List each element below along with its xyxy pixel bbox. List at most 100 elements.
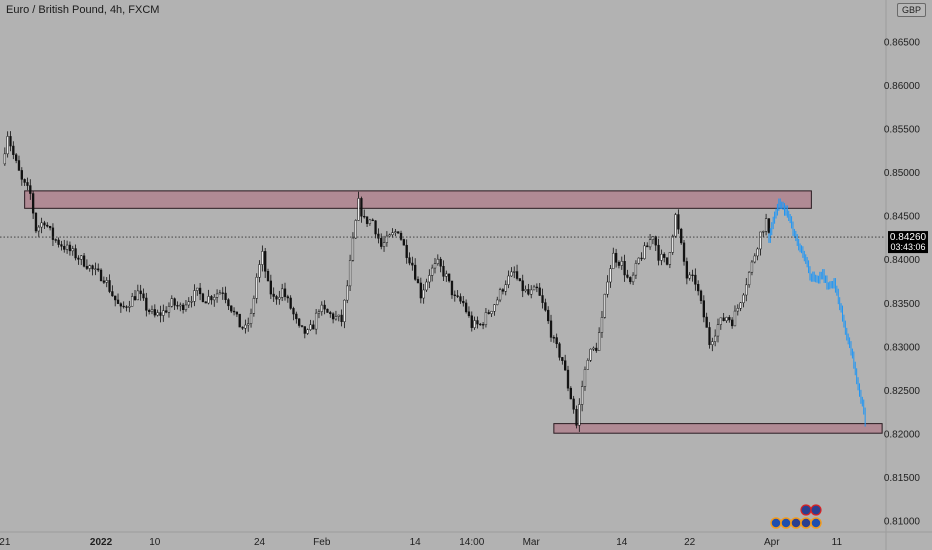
candle-body xyxy=(617,262,621,266)
candle-body xyxy=(597,332,601,351)
candle-body xyxy=(139,290,142,295)
candle-body xyxy=(668,252,672,265)
time-axis[interactable]: 21 2022 10 24 Feb 14 14:00 Mar 14 22 Apr 11 xyxy=(0,537,842,548)
candle-body xyxy=(609,268,612,283)
candle-body xyxy=(249,313,253,324)
candle-body xyxy=(532,286,536,291)
candle-body xyxy=(3,153,6,165)
candle-body xyxy=(442,265,445,277)
candle-body xyxy=(564,360,567,371)
candle-body xyxy=(530,289,533,295)
candle-body xyxy=(705,316,708,328)
candle-body xyxy=(561,357,564,361)
candle-body xyxy=(388,234,391,237)
candle-body xyxy=(97,268,100,271)
candle-body xyxy=(665,257,669,265)
candle-body xyxy=(753,255,756,263)
eu-flag-icon[interactable] xyxy=(810,517,822,529)
candle-body xyxy=(176,305,179,307)
candle-body xyxy=(244,324,247,329)
candle-body xyxy=(612,252,615,269)
time-tick-label: 21 xyxy=(0,537,11,548)
candle-body xyxy=(578,404,581,426)
candle-body xyxy=(487,312,490,314)
candle-body xyxy=(286,296,289,299)
candle-body xyxy=(399,232,403,240)
time-tick-label: 14 xyxy=(410,537,422,548)
price-axis[interactable]: 0.86500 0.86000 0.85500 0.85000 0.84500 0.840… xyxy=(884,37,921,527)
candle-body xyxy=(34,212,38,232)
candle-body xyxy=(173,298,176,306)
candle-body xyxy=(699,290,703,301)
candle-body xyxy=(646,245,649,248)
eu-flag-icon[interactable] xyxy=(780,517,792,529)
candle-body xyxy=(459,296,462,302)
candle-body xyxy=(156,312,159,316)
uk-flag-icon[interactable] xyxy=(800,517,812,529)
candle-body xyxy=(145,297,148,311)
candle-body xyxy=(439,258,442,267)
candle-body xyxy=(261,251,264,265)
candle-body xyxy=(521,280,524,292)
uk-flag-icon[interactable] xyxy=(800,504,812,516)
candle-body xyxy=(343,299,346,322)
candle-body xyxy=(337,314,340,317)
candle-body xyxy=(303,326,306,334)
candle-body xyxy=(436,258,439,264)
event-icons[interactable] xyxy=(770,504,822,529)
candle-body xyxy=(583,369,587,387)
candle-body xyxy=(682,242,686,262)
candle-body xyxy=(153,309,156,316)
price-tick-label: 0.84000 xyxy=(884,255,921,266)
candle-body xyxy=(730,319,734,327)
candle-body xyxy=(431,267,434,276)
candle-body xyxy=(258,264,261,278)
candle-body xyxy=(634,263,638,276)
projection-layer xyxy=(768,198,866,427)
candle-body xyxy=(289,297,292,309)
candle-body xyxy=(592,347,595,350)
candle-body xyxy=(428,275,431,283)
uk-flag-icon[interactable] xyxy=(790,517,802,529)
candle-body xyxy=(739,302,742,309)
candle-body xyxy=(555,337,558,345)
candle-body xyxy=(190,301,193,303)
candle-body xyxy=(422,289,425,299)
candle-body xyxy=(292,308,295,315)
candle-body xyxy=(660,253,663,261)
candle-body xyxy=(230,305,233,312)
candle-body xyxy=(46,224,49,227)
candle-body xyxy=(572,398,575,410)
candle-body xyxy=(329,312,332,315)
candle-body xyxy=(275,296,278,300)
candle-body xyxy=(162,310,165,316)
candle-body xyxy=(694,274,697,285)
candle-body xyxy=(742,294,745,304)
candle-body xyxy=(82,255,86,267)
candle-body xyxy=(312,324,315,330)
candle-body xyxy=(674,214,677,237)
candle-body xyxy=(552,337,556,339)
price-tick-label: 0.84500 xyxy=(884,212,921,223)
resistance-zone[interactable] xyxy=(24,190,812,209)
candle-body xyxy=(323,304,326,310)
candle-body xyxy=(300,325,304,327)
support-zone[interactable] xyxy=(553,423,883,434)
candle-body xyxy=(368,219,372,224)
candle-body xyxy=(314,312,318,330)
candle-body xyxy=(419,282,422,299)
candle-body xyxy=(148,310,151,312)
candle-body xyxy=(48,225,52,229)
chart-title: Euro / British Pound, 4h, FXCM xyxy=(6,4,160,16)
currency-badge[interactable]: GBP xyxy=(897,3,927,17)
current-price-value: 0.84260 xyxy=(890,232,927,243)
candle-body xyxy=(85,266,89,269)
candle-body xyxy=(255,276,258,299)
eu-flag-icon[interactable] xyxy=(770,517,782,529)
uk-flag-icon[interactable] xyxy=(810,504,822,516)
candle-body xyxy=(348,260,352,287)
candle-body xyxy=(374,220,377,235)
time-tick-label: Feb xyxy=(313,537,331,548)
candle-body xyxy=(566,369,570,389)
